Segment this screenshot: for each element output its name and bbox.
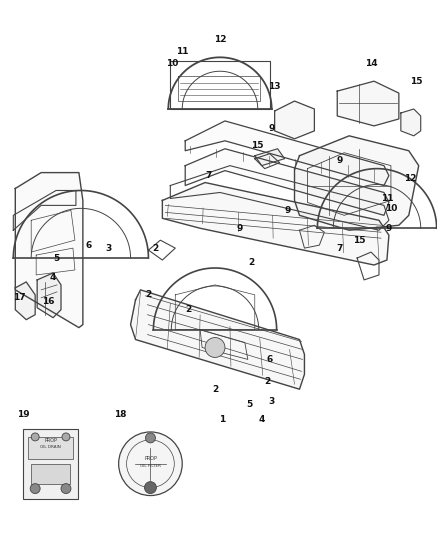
Text: 10: 10 [166, 59, 179, 68]
Polygon shape [275, 101, 314, 139]
Polygon shape [294, 136, 419, 230]
Polygon shape [15, 173, 83, 328]
Circle shape [62, 433, 70, 441]
Text: OIL DRAIN: OIL DRAIN [40, 445, 61, 449]
Bar [23, 429, 78, 498]
Text: PROP: PROP [44, 438, 57, 443]
Text: 2: 2 [152, 244, 159, 253]
Text: 3: 3 [268, 397, 275, 406]
Polygon shape [162, 182, 389, 265]
Text: 9: 9 [386, 224, 392, 233]
Text: PROP: PROP [144, 456, 157, 461]
Text: 2: 2 [249, 257, 255, 266]
Text: 9: 9 [284, 206, 291, 215]
Circle shape [61, 483, 71, 494]
Text: 2: 2 [145, 290, 152, 300]
Text: 11: 11 [381, 194, 393, 203]
Text: 15: 15 [251, 141, 264, 150]
Text: 2: 2 [212, 385, 218, 394]
Polygon shape [401, 109, 421, 136]
Text: 18: 18 [114, 409, 127, 418]
Circle shape [31, 433, 39, 441]
Polygon shape [337, 81, 399, 126]
Text: 9: 9 [268, 124, 275, 133]
Polygon shape [255, 149, 285, 166]
Text: 16: 16 [42, 297, 54, 306]
Bar [28, 437, 73, 459]
Text: 12: 12 [405, 174, 417, 183]
Text: 5: 5 [53, 254, 59, 263]
Text: 12: 12 [214, 35, 226, 44]
Text: 2: 2 [185, 305, 191, 314]
Text: 7: 7 [205, 171, 211, 180]
Bar [31, 464, 70, 483]
Text: OIL FILTER: OIL FILTER [140, 464, 161, 468]
Circle shape [145, 482, 156, 494]
Polygon shape [15, 282, 35, 320]
Text: 19: 19 [17, 409, 29, 418]
Text: 3: 3 [106, 244, 112, 253]
Text: 2: 2 [265, 377, 271, 386]
Text: 15: 15 [410, 77, 423, 86]
Text: 11: 11 [176, 47, 188, 56]
Circle shape [30, 483, 40, 494]
Polygon shape [185, 149, 389, 215]
Text: 4: 4 [50, 273, 56, 282]
Text: 9: 9 [237, 224, 243, 233]
Text: 15: 15 [353, 236, 365, 245]
Circle shape [205, 337, 225, 358]
Text: 4: 4 [258, 415, 265, 424]
Circle shape [119, 432, 182, 496]
Text: 5: 5 [247, 400, 253, 409]
Text: 6: 6 [267, 355, 273, 364]
Text: 7: 7 [336, 244, 343, 253]
Text: 10: 10 [385, 204, 397, 213]
Text: 14: 14 [365, 59, 378, 68]
Polygon shape [131, 290, 304, 389]
Text: 1: 1 [219, 415, 225, 424]
Polygon shape [37, 273, 61, 318]
Text: 17: 17 [13, 293, 25, 302]
Circle shape [145, 433, 155, 443]
Text: 13: 13 [268, 82, 281, 91]
Text: 6: 6 [86, 240, 92, 249]
Text: 9: 9 [336, 156, 343, 165]
Polygon shape [185, 121, 389, 185]
